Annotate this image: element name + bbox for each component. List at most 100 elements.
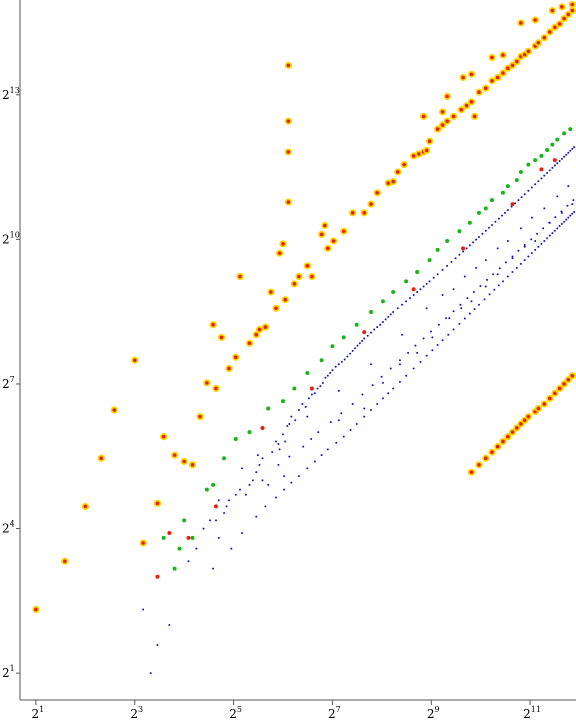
data-point-blue xyxy=(340,412,343,415)
data-point-blue xyxy=(187,560,190,563)
data-point-orange xyxy=(495,75,500,80)
data-point-blue xyxy=(209,519,212,522)
data-point-blue xyxy=(258,463,261,466)
data-point-green xyxy=(369,310,374,315)
data-point-blue xyxy=(493,288,496,291)
data-point-green xyxy=(505,184,510,189)
data-point-blue xyxy=(563,155,566,158)
data-point-blue xyxy=(217,499,220,502)
data-point-blue xyxy=(212,567,215,570)
data-point-blue xyxy=(520,196,523,199)
data-point-blue xyxy=(290,481,293,484)
data-point-blue xyxy=(277,463,280,466)
data-point-orange xyxy=(506,66,510,71)
data-point-orange xyxy=(286,63,291,68)
data-point-blue xyxy=(261,479,264,482)
data-point-blue xyxy=(530,252,533,255)
data-point-blue xyxy=(553,164,556,167)
data-point-orange xyxy=(547,396,552,401)
data-point-blue xyxy=(569,149,572,152)
y-tick-label: 27 xyxy=(2,375,15,391)
data-point-orange xyxy=(526,414,531,419)
data-point-blue xyxy=(255,515,258,518)
data-point-orange xyxy=(310,274,314,279)
data-point-red xyxy=(461,246,466,251)
data-point-orange xyxy=(440,110,445,114)
data-point-blue xyxy=(473,308,476,311)
data-point-blue xyxy=(475,266,478,269)
data-point-blue xyxy=(214,519,217,522)
data-point-blue xyxy=(425,307,428,310)
data-point-orange xyxy=(411,154,416,158)
data-point-green xyxy=(182,518,187,523)
data-point-orange xyxy=(247,341,252,346)
data-point-blue xyxy=(477,235,480,238)
data-point-green xyxy=(211,482,216,487)
data-point-orange xyxy=(490,450,494,454)
data-point-blue xyxy=(477,303,480,306)
data-point-blue xyxy=(514,202,517,205)
data-point-blue xyxy=(256,454,259,457)
data-point-blue xyxy=(335,441,338,444)
data-point-blue xyxy=(363,407,366,410)
data-point-blue xyxy=(486,278,489,281)
data-point-blue xyxy=(329,421,332,424)
data-point-orange xyxy=(501,71,505,75)
x-tick-label: 25 xyxy=(229,705,242,720)
data-point-orange xyxy=(362,211,367,215)
data-point-green xyxy=(161,535,166,540)
data-point-orange xyxy=(464,103,469,108)
data-point-blue xyxy=(511,271,514,274)
y-tick-label: 21 xyxy=(2,664,15,680)
data-point-blue xyxy=(542,227,545,230)
data-point-orange xyxy=(283,297,287,302)
data-point-orange xyxy=(560,5,564,9)
data-point-green xyxy=(539,153,544,158)
data-point-blue xyxy=(504,261,507,264)
data-point-blue xyxy=(425,282,428,285)
data-point-blue xyxy=(537,245,540,248)
data-point-blue xyxy=(267,483,270,486)
data-point-orange xyxy=(510,63,515,68)
data-point-blue xyxy=(337,419,340,422)
data-point-orange xyxy=(257,327,262,332)
data-point-blue xyxy=(306,415,309,418)
data-point-blue xyxy=(565,218,568,221)
data-point-orange xyxy=(172,453,177,457)
data-point-blue xyxy=(523,193,526,196)
data-point-blue xyxy=(389,313,392,316)
data-point-blue xyxy=(530,186,533,189)
data-point-blue xyxy=(156,643,159,646)
data-point-orange xyxy=(292,282,297,286)
data-point-blue xyxy=(445,317,448,320)
data-point-blue xyxy=(342,435,345,438)
data-point-blue xyxy=(447,333,450,336)
data-point-green xyxy=(292,386,297,391)
data-point-blue xyxy=(324,376,327,379)
data-point-blue xyxy=(548,169,551,172)
data-point-blue xyxy=(463,275,466,278)
data-point-orange xyxy=(483,456,488,461)
data-point-blue xyxy=(195,547,198,550)
data-point-blue xyxy=(510,205,513,208)
data-point-blue xyxy=(497,284,500,287)
data-point-blue xyxy=(326,448,329,451)
data-point-blue xyxy=(398,363,401,366)
data-point-blue xyxy=(523,244,526,247)
data-point-blue xyxy=(567,216,570,219)
data-point-orange xyxy=(297,274,301,279)
data-point-orange xyxy=(286,119,291,124)
data-point-blue xyxy=(283,488,286,491)
data-point-blue xyxy=(396,307,399,310)
data-point-blue xyxy=(452,310,455,313)
data-point-orange xyxy=(501,53,505,57)
data-point-blue xyxy=(401,303,404,306)
data-point-orange xyxy=(445,94,449,99)
y-tick-label: 210 xyxy=(2,230,20,246)
data-point-blue xyxy=(376,402,379,405)
data-point-orange xyxy=(483,86,488,91)
data-point-orange xyxy=(112,408,117,412)
data-point-green xyxy=(404,279,409,284)
data-point-blue xyxy=(543,207,546,210)
data-point-blue xyxy=(432,276,435,279)
